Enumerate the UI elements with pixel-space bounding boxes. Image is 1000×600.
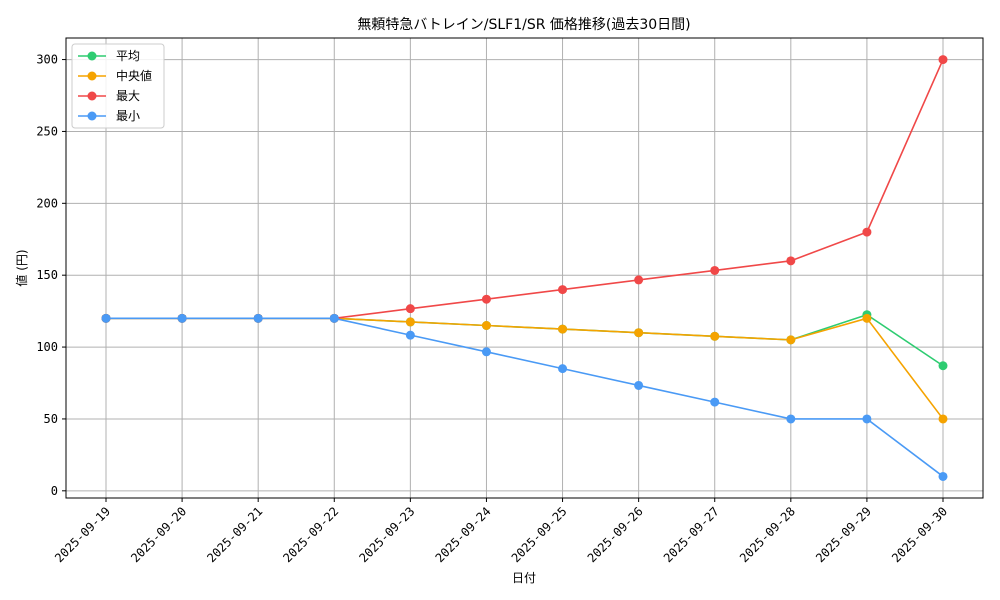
- series-layer: [101, 55, 948, 481]
- data-point: [786, 335, 796, 345]
- x-tick-label: 2025-09-24: [433, 504, 494, 565]
- x-axis-title: 日付: [512, 571, 536, 585]
- data-point: [634, 275, 644, 285]
- grid: [66, 38, 983, 498]
- legend-swatch-marker: [87, 111, 97, 121]
- x-tick-label: 2025-09-23: [356, 504, 417, 565]
- y-tick-label: 250: [36, 124, 58, 138]
- series-line-3: [106, 317, 944, 478]
- y-tick-label: 200: [36, 196, 58, 210]
- x-axis: 2025-09-19 2025-09-20 2025-09-21 2025-09-22…: [52, 498, 950, 565]
- x-tick-label: 2025-09-28: [737, 504, 798, 565]
- data-point: [938, 414, 948, 424]
- legend-box: [71, 43, 165, 129]
- chart-title: 無頼特急バトレイン/SLF1/SR 価格推移(過去30日間): [357, 17, 690, 33]
- legend-swatch-marker: [87, 91, 97, 101]
- data-point: [405, 317, 415, 327]
- x-tick-label: 2025-09-19: [52, 504, 113, 565]
- x-tick-label: 2025-09-21: [204, 504, 265, 565]
- data-point: [329, 313, 339, 323]
- data-point: [405, 330, 415, 340]
- y-tick-label: 300: [36, 53, 58, 67]
- data-point: [558, 324, 568, 334]
- x-tick-label: 2025-09-25: [509, 504, 570, 565]
- data-point: [634, 328, 644, 338]
- legend-label: 中央値: [116, 68, 152, 83]
- data-point: [862, 227, 872, 237]
- data-point: [634, 380, 644, 390]
- plot-frame: [65, 37, 984, 499]
- data-point: [862, 414, 872, 424]
- data-point: [862, 313, 872, 323]
- legend-label: 最小: [116, 109, 140, 123]
- data-point: [481, 294, 491, 304]
- data-point: [177, 313, 187, 323]
- series-line-0: [106, 313, 944, 367]
- data-point: [710, 331, 720, 341]
- data-point: [481, 321, 491, 330]
- series-line-2: [106, 59, 944, 320]
- y-tick-label: 0: [51, 484, 58, 498]
- data-point: [558, 364, 568, 374]
- x-tick-label: 2025-09-29: [813, 504, 874, 565]
- data-point: [405, 304, 415, 314]
- y-tick-label: 50: [44, 412, 58, 426]
- x-tick-label: 2025-09-22: [280, 504, 341, 565]
- data-point: [253, 313, 263, 323]
- legend-label: 最大: [116, 89, 140, 103]
- y-tick-label: 100: [36, 340, 58, 354]
- x-tick-label: 2025-09-26: [585, 504, 646, 565]
- data-point: [786, 256, 796, 266]
- legend-label: 平均: [116, 49, 140, 63]
- series-line-1: [106, 317, 944, 420]
- data-point: [938, 55, 948, 65]
- data-point: [558, 285, 568, 295]
- data-point: [710, 265, 720, 275]
- data-point: [938, 471, 948, 481]
- data-point: [481, 347, 491, 357]
- data-point: [101, 313, 111, 323]
- x-tick-label: 2025-09-30: [889, 504, 950, 565]
- x-tick-label: 2025-09-20: [128, 504, 189, 565]
- data-point: [938, 361, 948, 371]
- y-axis-title: 値 (円): [14, 249, 29, 286]
- y-tick-label: 150: [36, 268, 58, 282]
- y-axis: 0 50 100 150 200 250 300: [36, 53, 66, 498]
- legend-swatch-marker: [87, 71, 97, 81]
- data-point: [710, 397, 720, 407]
- data-point: [786, 414, 796, 424]
- x-tick-label: 2025-09-27: [661, 504, 722, 565]
- legend-swatch-marker: [87, 51, 97, 61]
